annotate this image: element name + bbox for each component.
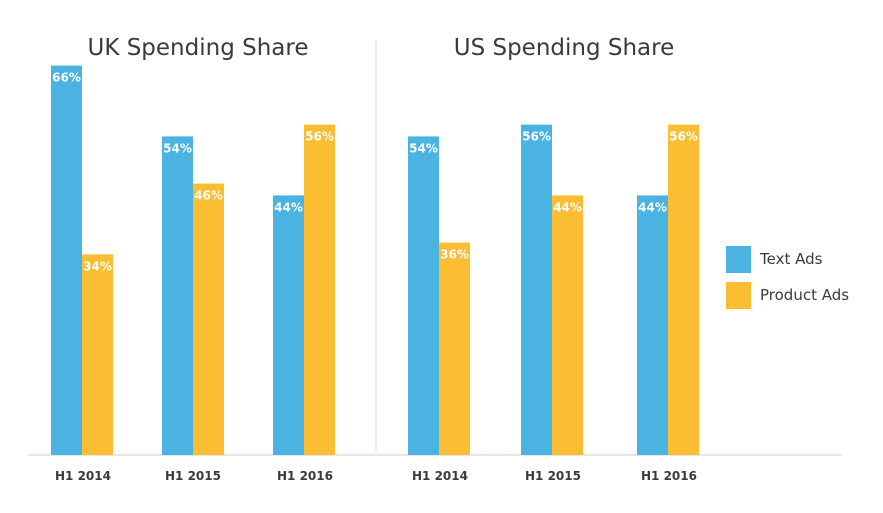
- uk-value-label-product-ads-h1-2014: 34%: [83, 259, 112, 273]
- uk-value-label-product-ads-h1-2015: 46%: [194, 189, 223, 203]
- us-value-label-product-ads-h1-2015: 44%: [553, 200, 582, 214]
- us-value-label-product-ads-h1-2016: 56%: [669, 130, 698, 144]
- uk-chart-title: UK Spending Share: [87, 35, 308, 61]
- us-bar-text-ads-h1-2016: [637, 195, 668, 455]
- us-chart-title: US Spending Share: [454, 35, 675, 61]
- uk-value-label-text-ads-h1-2016: 44%: [274, 200, 303, 214]
- legend-label-product-ads: Product Ads: [760, 286, 849, 304]
- uk-bar-text-ads-h1-2016: [273, 195, 304, 455]
- uk-value-label-text-ads-h1-2015: 54%: [163, 141, 192, 155]
- us-bar-text-ads-h1-2014: [408, 136, 439, 455]
- uk-bar-text-ads-h1-2014: [51, 65, 82, 455]
- us-bar-product-ads-h1-2015: [552, 195, 583, 455]
- uk-x-tick-label: H1 2016: [277, 469, 333, 483]
- uk-bars: 66% 34% H1 2014 54% 46% H1 2015 44% 56% H1 2016: [51, 65, 335, 483]
- legend: Text Ads Product Ads: [726, 246, 849, 309]
- us-x-tick-label: H1 2015: [525, 469, 581, 483]
- us-x-tick-label: H1 2014: [412, 469, 468, 483]
- uk-value-label-text-ads-h1-2014: 66%: [52, 71, 81, 85]
- legend-swatch-product-ads: [726, 282, 751, 309]
- uk-x-tick-label: H1 2015: [165, 469, 221, 483]
- legend-swatch-text-ads: [726, 246, 751, 273]
- us-bar-text-ads-h1-2015: [521, 124, 552, 455]
- uk-x-tick-label: H1 2014: [55, 469, 111, 483]
- uk-bar-product-ads-h1-2014: [82, 254, 113, 455]
- us-value-label-text-ads-h1-2014: 54%: [409, 141, 438, 155]
- us-value-label-text-ads-h1-2016: 44%: [638, 200, 667, 214]
- uk-bar-product-ads-h1-2015: [193, 183, 224, 455]
- uk-bar-product-ads-h1-2016: [304, 124, 335, 455]
- uk-value-label-product-ads-h1-2016: 56%: [305, 130, 334, 144]
- us-bars: 54% 36% H1 2014 56% 44% H1 2015 44% 56% H1 2016: [408, 124, 699, 483]
- us-bar-product-ads-h1-2014: [439, 242, 470, 455]
- us-value-label-product-ads-h1-2014: 36%: [440, 248, 469, 262]
- us-x-tick-label: H1 2016: [641, 469, 697, 483]
- us-bar-product-ads-h1-2016: [668, 124, 699, 455]
- legend-label-text-ads: Text Ads: [759, 250, 823, 268]
- us-value-label-text-ads-h1-2015: 56%: [522, 130, 551, 144]
- uk-bar-text-ads-h1-2015: [162, 136, 193, 455]
